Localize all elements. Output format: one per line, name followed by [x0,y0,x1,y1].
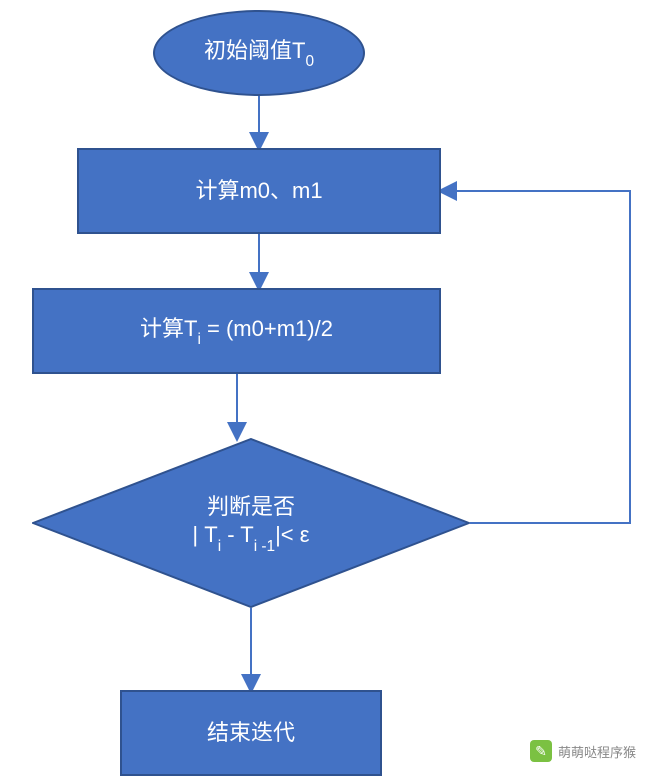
node-calc-m: 计算m0、m1 [77,148,441,234]
node-calc-t-label: 计算Ti = (m0+m1)/2 [140,315,333,347]
node-end-label: 结束迭代 [207,719,295,748]
flowchart-container: 初始阈值T0 计算m0、m1 计算Ti = (m0+m1)/2 判断是否| Ti… [0,0,654,778]
node-end: 结束迭代 [120,690,382,776]
connector-layer [0,0,654,778]
node-start: 初始阈值T0 [153,10,365,96]
watermark-icon: ✎ [530,740,552,762]
node-decision-label: 判断是否| Ti - Ti -1|< ε [192,493,309,554]
watermark-icon-glyph: ✎ [535,743,547,760]
watermark: ✎ 萌萌哒程序猴 [530,740,636,762]
node-start-label: 初始阈值T0 [204,37,314,69]
node-calc-t: 计算Ti = (m0+m1)/2 [32,288,441,374]
watermark-text: 萌萌哒程序猴 [558,742,636,761]
node-decision: 判断是否| Ti - Ti -1|< ε [32,438,470,608]
node-calc-m-label: 计算m0、m1 [195,177,322,206]
